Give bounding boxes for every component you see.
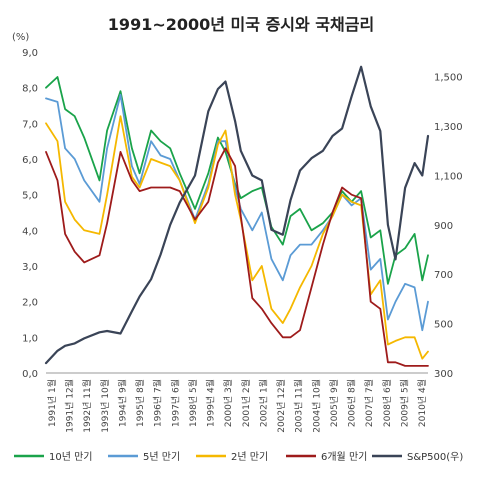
series-line-1 (45, 93, 429, 332)
legend-label: 10년 만기 (49, 451, 93, 463)
y-left-tick-label: 6,0 (22, 155, 38, 166)
x-tick-label: 1997년 6월 (169, 379, 181, 427)
y-left-tick-label: 9,0 (22, 48, 38, 59)
y-left-tick-label: 7,0 (22, 119, 38, 130)
y-left-tick-label: 0,0 (22, 369, 38, 380)
y-axis-unit: (%) (12, 32, 29, 43)
x-tick-label: 1991년 12월 (64, 379, 76, 433)
series-line-0 (45, 76, 429, 285)
y-right-ticks: 300 500 700 900 1,100 1,300 1,500 (434, 73, 463, 380)
y-right-tick-label: 300 (434, 369, 453, 380)
x-tick-label: 1994년 9월 (116, 379, 128, 427)
x-tick-label: 2004년 10월 (310, 379, 322, 433)
x-tick-label: 1995년 8월 (134, 379, 146, 427)
x-tick-label: 2002년 12월 (275, 379, 287, 433)
y-right-tick-label: 900 (434, 221, 453, 232)
y-left-tick-label: 2,0 (22, 298, 38, 309)
legend-label: 5년 만기 (143, 451, 180, 463)
x-tick-label: 2009년 5월 (398, 379, 410, 427)
x-tick-label: 1991년 1월 (46, 379, 58, 427)
series-line-3 (45, 147, 429, 367)
y-left-tick-label: 5,0 (22, 191, 38, 202)
x-tick-label: 2006년 8월 (346, 379, 358, 427)
legend-label: 2년 만기 (231, 451, 268, 463)
y-right-tick-label: 700 (434, 270, 453, 281)
x-tick-label: 2005년 9월 (328, 379, 340, 427)
series-line-4 (44, 65, 430, 365)
y-left-tick-label: 3,0 (22, 262, 38, 273)
series-lines (44, 65, 430, 367)
x-tick-label: 1992년 11월 (81, 379, 93, 433)
legend-label: S&P500(우) (407, 451, 463, 463)
y-right-tick-label: 1,500 (434, 73, 463, 84)
x-tick-label: 2008년 6월 (381, 379, 393, 427)
y-left-tick-label: 4,0 (22, 226, 38, 237)
chart-title: 1991~2000년 미국 증시와 국채금리 (108, 15, 374, 34)
x-tick-label: 1996년 7월 (152, 379, 164, 427)
x-ticks: 1991년 1월 1991년 12월 1992년 11월 1993년 10월 1994년… (46, 379, 428, 433)
legend: 10년 만기 5년 만기 2년 만기 6개월 만기 S&P500(우) (14, 451, 463, 463)
y-left-ticks: 0,0 1,0 2,0 3,0 4,0 5,0 6,0 7,0 8,0 9,0 (22, 48, 38, 380)
y-left-tick-label: 1,0 (22, 333, 38, 344)
x-tick-label: 2002년 1월 (257, 379, 269, 427)
x-tick-label: 2000년 3월 (222, 379, 234, 427)
y-left-tick-label: 8,0 (22, 84, 38, 95)
x-tick-label: 2003년 11월 (293, 379, 305, 433)
x-tick-label: 1999년 4월 (205, 379, 217, 427)
y-right-tick-label: 1,300 (434, 122, 463, 133)
x-tick-label: 2001년 2월 (240, 379, 252, 427)
y-right-tick-label: 1,100 (434, 171, 463, 182)
x-tick-label: 2007년 7월 (363, 379, 375, 427)
x-tick-label: 1998년 5월 (187, 379, 199, 427)
legend-label: 6개월 만기 (321, 451, 367, 463)
series-line-2 (45, 115, 429, 360)
x-tick-label: 1993년 10월 (99, 379, 111, 433)
x-tick-label: 2010년 4월 (416, 379, 428, 427)
y-right-tick-label: 500 (434, 320, 453, 331)
